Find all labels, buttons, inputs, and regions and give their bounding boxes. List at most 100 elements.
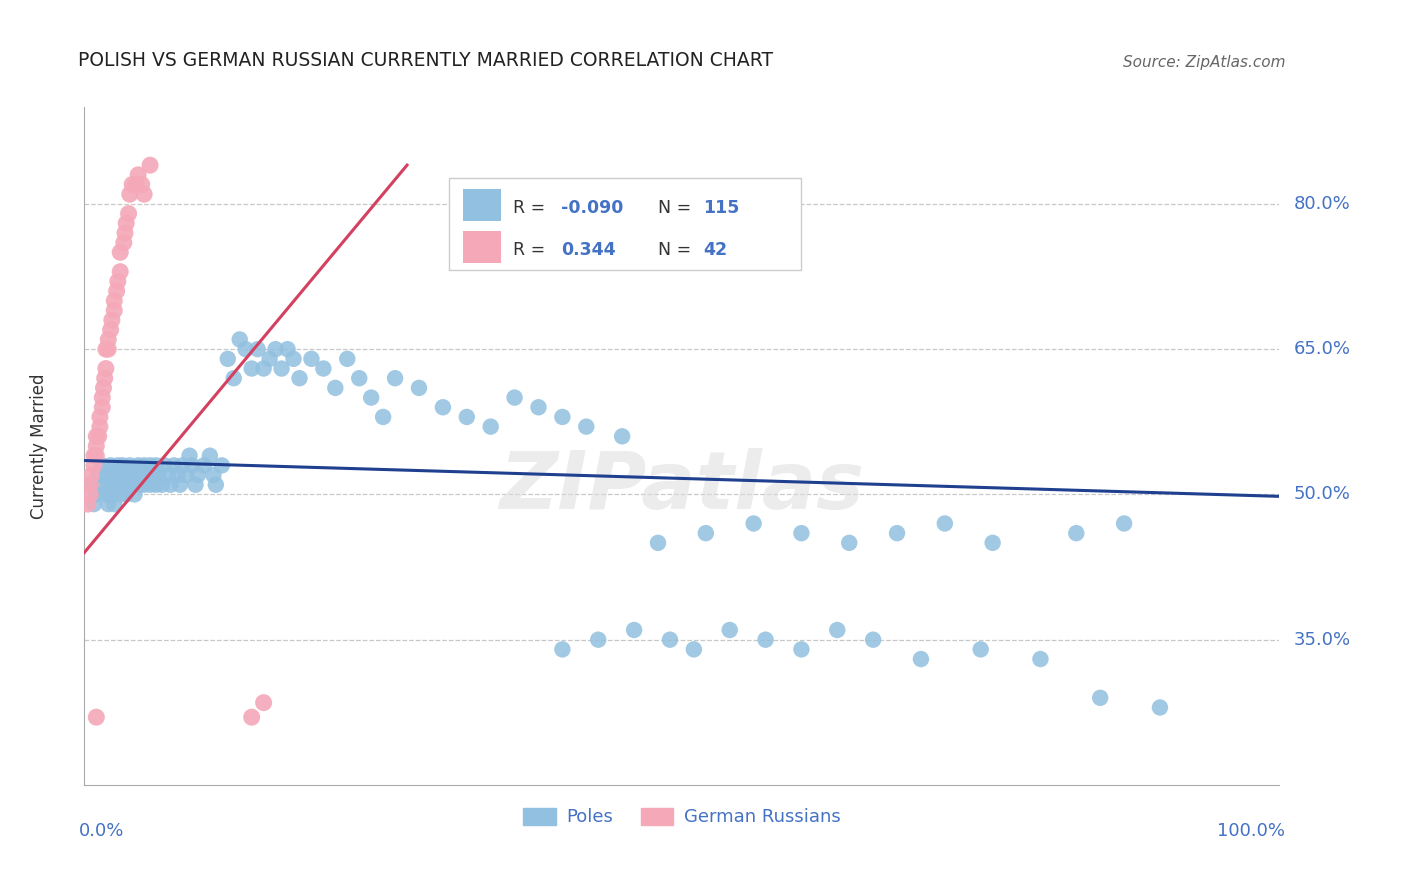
- Point: [110, 477, 132, 491]
- Point: [121, 468, 143, 483]
- Point: [981, 536, 1004, 550]
- Point: [93, 371, 115, 385]
- Point: [588, 632, 610, 647]
- Point: [132, 477, 156, 491]
- Point: [312, 361, 335, 376]
- Point: [301, 351, 323, 366]
- Point: [91, 458, 114, 473]
- Point: [325, 381, 347, 395]
- FancyBboxPatch shape: [463, 188, 502, 221]
- Point: [169, 477, 191, 491]
- Text: Currently Married: Currently Married: [30, 373, 48, 519]
- Point: [87, 468, 110, 483]
- Point: [886, 526, 908, 541]
- Point: [83, 458, 105, 473]
- Point: [755, 632, 778, 647]
- Point: [683, 642, 706, 657]
- Point: [193, 458, 215, 473]
- Point: [349, 371, 371, 385]
- Text: N =: N =: [658, 199, 697, 217]
- Point: [132, 458, 156, 473]
- Point: [94, 487, 117, 501]
- Point: [695, 526, 717, 541]
- Point: [97, 497, 120, 511]
- Text: 115: 115: [703, 199, 740, 217]
- Point: [89, 409, 111, 424]
- Point: [131, 178, 153, 192]
- Point: [77, 497, 100, 511]
- Point: [910, 652, 932, 666]
- Point: [270, 361, 292, 376]
- Point: [103, 468, 125, 483]
- Point: [105, 284, 128, 298]
- Point: [112, 477, 135, 491]
- Point: [246, 342, 269, 356]
- Point: [202, 468, 225, 483]
- Point: [100, 487, 122, 501]
- Point: [790, 642, 813, 657]
- Point: [150, 477, 173, 491]
- Point: [790, 526, 813, 541]
- Point: [80, 468, 103, 483]
- Point: [110, 265, 132, 279]
- Point: [97, 342, 120, 356]
- Point: [659, 632, 682, 647]
- Point: [114, 226, 136, 240]
- Point: [128, 477, 150, 491]
- Point: [240, 710, 263, 724]
- Point: [838, 536, 860, 550]
- Text: 50.0%: 50.0%: [1294, 485, 1351, 503]
- Point: [205, 477, 228, 491]
- Point: [551, 642, 574, 657]
- Point: [103, 293, 125, 308]
- Point: [93, 381, 115, 395]
- Point: [253, 696, 276, 710]
- Point: [94, 342, 117, 356]
- Point: [107, 458, 129, 473]
- Point: [742, 516, 765, 531]
- Point: [551, 409, 574, 424]
- Point: [211, 458, 233, 473]
- Point: [103, 477, 125, 491]
- Point: [187, 468, 209, 483]
- Point: [94, 468, 117, 483]
- Point: [240, 361, 263, 376]
- Point: [127, 168, 149, 182]
- Point: [110, 487, 132, 501]
- Point: [157, 468, 180, 483]
- Point: [107, 274, 129, 288]
- Point: [97, 477, 120, 491]
- Point: [153, 458, 176, 473]
- Point: [101, 313, 124, 327]
- Point: [79, 477, 101, 491]
- Text: 0.344: 0.344: [561, 241, 616, 259]
- Text: ZIPatlas: ZIPatlas: [499, 448, 865, 525]
- Point: [141, 468, 163, 483]
- Point: [1090, 690, 1112, 705]
- Point: [139, 458, 162, 473]
- Text: 65.0%: 65.0%: [1294, 340, 1351, 359]
- Point: [118, 458, 141, 473]
- Point: [110, 468, 132, 483]
- Point: [115, 468, 138, 483]
- Point: [360, 391, 382, 405]
- Point: [125, 468, 148, 483]
- Point: [112, 235, 135, 250]
- Point: [115, 487, 138, 501]
- Point: [125, 178, 148, 192]
- Point: [115, 216, 138, 230]
- Text: 35.0%: 35.0%: [1294, 631, 1351, 648]
- Point: [86, 429, 108, 443]
- Point: [827, 623, 849, 637]
- Point: [235, 342, 257, 356]
- Point: [86, 449, 108, 463]
- Point: [264, 342, 287, 356]
- Point: [1066, 526, 1088, 541]
- Point: [127, 458, 149, 473]
- Point: [159, 477, 181, 491]
- Point: [336, 351, 359, 366]
- Point: [121, 477, 143, 491]
- Point: [91, 401, 114, 415]
- Point: [718, 623, 741, 637]
- Point: [970, 642, 993, 657]
